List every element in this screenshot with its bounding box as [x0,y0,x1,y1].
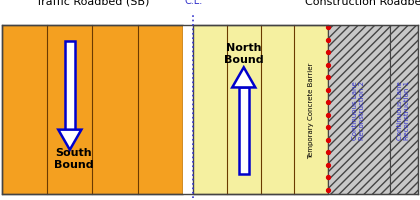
Text: Construction Roadbed (NB): Construction Roadbed (NB) [305,0,420,6]
Text: Continuous Lane
Reconstruction 2: Continuous Lane Reconstruction 2 [352,81,365,139]
Text: Continuous Lane
Reconstruction 1: Continuous Lane Reconstruction 1 [397,81,410,139]
Bar [65,42,75,130]
Text: South
Bound: South Bound [54,147,94,169]
Text: Traffic Roadbed (SB): Traffic Roadbed (SB) [36,0,149,6]
Bar [328,26,390,194]
Bar [390,26,418,194]
Bar [239,88,249,174]
Text: North
Bound: North Bound [224,43,264,65]
Bar [2,26,183,194]
Polygon shape [232,68,255,88]
Text: Temporary Concrete Barrier: Temporary Concrete Barrier [308,62,314,158]
Text: C.L.: C.L. [184,0,202,6]
Polygon shape [58,130,81,150]
Bar [193,26,328,194]
Bar [183,26,193,194]
